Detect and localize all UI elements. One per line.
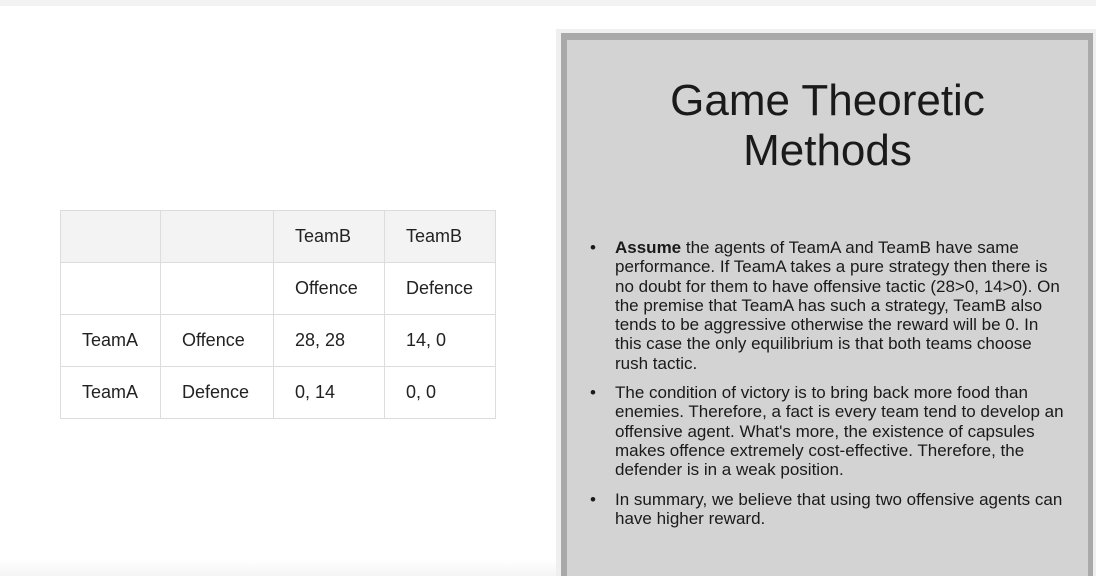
table-row: TeamA Defence 0, 14 0, 0 [60, 366, 496, 419]
table-cell: 14, 0 [384, 314, 496, 367]
table-cell: TeamA [60, 314, 161, 367]
bullet-text: In summary, we believe that using two of… [615, 489, 1063, 528]
payoff-table-container: TeamB TeamB Offence Defence TeamA Offenc… [60, 210, 496, 419]
slide-title-line2: Methods [743, 126, 912, 175]
bottom-shade [0, 560, 556, 576]
table-cell: Offence [160, 314, 274, 367]
table-row: TeamA Offence 28, 28 14, 0 [60, 314, 496, 367]
table-header-row: TeamB TeamB [60, 210, 496, 263]
table-cell: 0, 14 [273, 366, 385, 419]
table-cell [60, 210, 161, 263]
bullet-dot-icon: • [590, 238, 596, 257]
bullet-text: the agents of TeamA and TeamB have same … [615, 238, 1060, 373]
table-cell: 0, 0 [384, 366, 496, 419]
slide-bullet-list: • Assume the agents of TeamA and TeamB h… [590, 238, 1068, 538]
bullet-text: The condition of victory is to bring bac… [615, 383, 1064, 480]
table-row: Offence Defence [60, 262, 496, 315]
bullet-bold-text: Assume [615, 238, 682, 257]
bullet-item: • Assume the agents of TeamA and TeamB h… [590, 238, 1068, 373]
table-cell: 28, 28 [273, 314, 385, 367]
slide-panel [567, 40, 1088, 576]
table-cell: Defence [384, 262, 496, 315]
table-cell [160, 262, 274, 315]
bullet-item: • In summary, we believe that using two … [590, 490, 1068, 529]
top-strip [0, 0, 1096, 6]
payoff-table: TeamB TeamB Offence Defence TeamA Offenc… [60, 210, 496, 419]
slide-title: Game Theoretic Methods [567, 76, 1088, 176]
table-cell: TeamB [273, 210, 385, 263]
bullet-dot-icon: • [590, 489, 596, 509]
slide-title-line1: Game Theoretic [670, 76, 985, 125]
table-cell: TeamA [60, 366, 161, 419]
table-cell [60, 262, 161, 315]
table-cell: TeamB [384, 210, 496, 263]
table-cell: Defence [160, 366, 274, 419]
bullet-item: • The condition of victory is to bring b… [590, 383, 1068, 479]
table-cell: Offence [273, 262, 385, 315]
table-cell [160, 210, 274, 263]
bullet-dot-icon: • [590, 383, 596, 403]
